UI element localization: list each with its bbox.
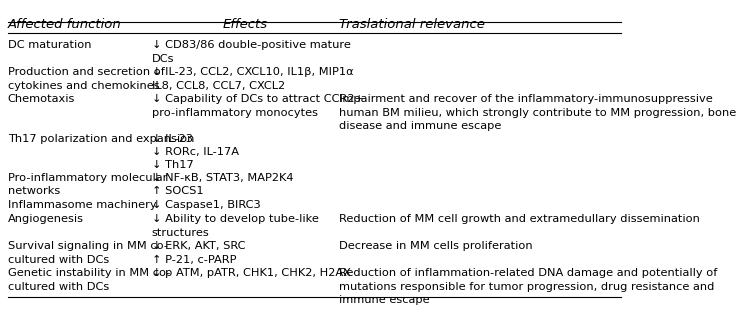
Text: ↓ IL-23
↓ RORc, IL-17A
↓ Th17: ↓ IL-23 ↓ RORc, IL-17A ↓ Th17 (151, 134, 238, 170)
Text: Effects: Effects (223, 18, 268, 31)
Text: ↓ Caspase1, BIRC3: ↓ Caspase1, BIRC3 (151, 200, 260, 210)
Text: Chemotaxis: Chemotaxis (8, 94, 75, 104)
Text: Reduction of MM cell growth and extramedullary dissemination: Reduction of MM cell growth and extramed… (339, 214, 700, 224)
Text: Th17 polarization and expansion: Th17 polarization and expansion (8, 134, 194, 144)
Text: DC maturation: DC maturation (8, 40, 91, 50)
Text: ↓ CD83/86 double-positive mature
DCs: ↓ CD83/86 double-positive mature DCs (151, 40, 350, 64)
Text: Pro-inflammatory molecular
networks: Pro-inflammatory molecular networks (8, 173, 167, 196)
Text: ↓ IL-23, CCL2, CXCL10, IL1β, MIP1α
IL8, CCL8, CCL7, CXCL2: ↓ IL-23, CCL2, CXCL10, IL1β, MIP1α IL8, … (151, 67, 353, 90)
Text: Traslational relevance: Traslational relevance (339, 18, 485, 31)
Text: Genetic instability in MM co-
cultured with DCs: Genetic instability in MM co- cultured w… (8, 268, 170, 292)
Text: Reduction of inflammation-related DNA damage and potentially of
mutations respon: Reduction of inflammation-related DNA da… (339, 268, 717, 305)
Text: ↓ NF-κB, STAT3, MAP2K4
↑ SOCS1: ↓ NF-κB, STAT3, MAP2K4 ↑ SOCS1 (151, 173, 293, 196)
Text: ↓ Capability of DCs to attract CCR2+
pro-inflammatory monocytes: ↓ Capability of DCs to attract CCR2+ pro… (151, 94, 364, 117)
Text: Survival signaling in MM co-
cultured with DCs: Survival signaling in MM co- cultured wi… (8, 241, 168, 264)
Text: Production and secretion of
cytokines and chemokines: Production and secretion of cytokines an… (8, 67, 165, 90)
Text: ↓ Ability to develop tube-like
structures: ↓ Ability to develop tube-like structure… (151, 214, 318, 238)
Text: Angiogenesis: Angiogenesis (8, 214, 84, 224)
Text: ↓ ERK, AKT, SRC
↑ P-21, c-PARP: ↓ ERK, AKT, SRC ↑ P-21, c-PARP (151, 241, 245, 264)
Text: Decrease in MM cells proliferation: Decrease in MM cells proliferation (339, 241, 533, 251)
Text: ↓ p ATM, pATR, CHK1, CHK2, H2AX: ↓ p ATM, pATR, CHK1, CHK2, H2AX (151, 268, 350, 278)
Text: Affected function: Affected function (8, 18, 122, 31)
Text: Inflammasome machinery: Inflammasome machinery (8, 200, 156, 210)
Text: Impairment and recover of the inflammatory-immunosuppressive
human BM milieu, wh: Impairment and recover of the inflammato… (339, 94, 736, 131)
